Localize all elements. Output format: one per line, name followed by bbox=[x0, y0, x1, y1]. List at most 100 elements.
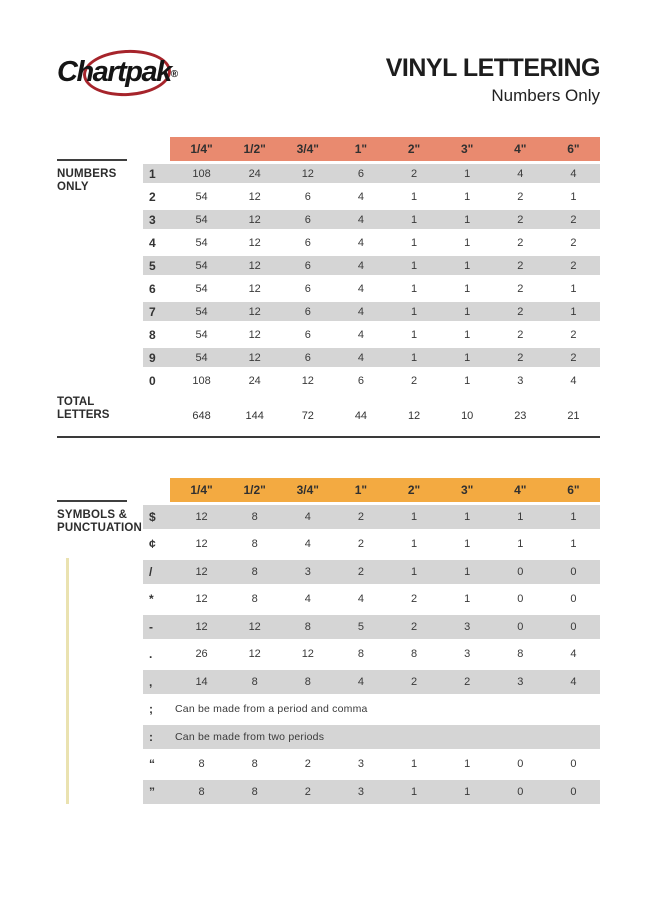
total-value-cell: 72 bbox=[301, 410, 314, 422]
value-cell: 8 bbox=[251, 758, 258, 771]
table-row: - 12 12 8 5 2 3 0 0 bbox=[143, 613, 600, 641]
value-cell: 1 bbox=[464, 758, 471, 771]
value-cell: 1 bbox=[464, 213, 471, 226]
page-title: VINYL LETTERING bbox=[385, 54, 601, 82]
row-values: 14 8 8 4 2 2 3 4 bbox=[175, 668, 600, 696]
symbols-size-header: 1/4" 1/2" 3/4" 1" 2" 3" 4" 6" bbox=[143, 478, 600, 502]
row-symbol: 1 bbox=[149, 166, 156, 181]
value-cell: 12 bbox=[248, 190, 261, 203]
table-row: * 12 8 4 4 2 1 0 0 bbox=[143, 586, 600, 614]
total-letters-values: 648 144 72 44 12 10 23 21 bbox=[175, 406, 600, 426]
table-row: 2 54 12 6 4 1 1 2 1 bbox=[143, 185, 600, 208]
value-cell: 4 bbox=[357, 259, 364, 272]
value-cell: 2 bbox=[357, 565, 364, 578]
value-cell: 1 bbox=[464, 593, 471, 606]
value-cell: 12 bbox=[248, 282, 261, 295]
numbers-rows: 1 108 24 12 6 2 1 4 4 2 54 12 6 4 1 1 2 1 3 54 12 6 4 1 1 2 2 4 54 12… bbox=[143, 162, 600, 392]
table-row: 3 54 12 6 4 1 1 2 2 bbox=[143, 208, 600, 231]
value-cell: 8 bbox=[251, 510, 258, 523]
value-cell: 1 bbox=[570, 538, 577, 551]
table-row: 0 108 24 12 6 2 1 3 4 bbox=[143, 369, 600, 392]
table-row: 4 54 12 6 4 1 1 2 2 bbox=[143, 231, 600, 254]
row-values: 54 12 6 4 1 1 2 2 bbox=[175, 254, 600, 277]
size-column-header: 1" bbox=[354, 142, 368, 156]
symbols-header-band bbox=[170, 478, 600, 502]
value-cell: 1 bbox=[411, 785, 418, 798]
value-cell: 12 bbox=[301, 648, 314, 661]
row-stripe bbox=[143, 256, 600, 275]
value-cell: 2 bbox=[411, 675, 418, 688]
symbols-rows: $12 8 4 2 1 1 1 1 ¢ 12 8 4 2 1 1 1 1/12 8 3 2 1 1 0 0 * 12 8 4 4 2 1 0 0… bbox=[143, 503, 600, 806]
total-value-cell: 23 bbox=[514, 410, 527, 422]
value-cell: 4 bbox=[357, 213, 364, 226]
value-cell: 54 bbox=[195, 259, 208, 272]
size-column-header: 4" bbox=[514, 142, 527, 156]
value-cell: 1 bbox=[464, 351, 471, 364]
row-symbol: 5 bbox=[149, 258, 156, 273]
table-row: 7 54 12 6 4 1 1 2 1 bbox=[143, 300, 600, 323]
value-cell: 1 bbox=[517, 510, 524, 523]
value-cell: 54 bbox=[195, 305, 208, 318]
size-column-header: 6" bbox=[567, 142, 580, 156]
value-cell: 2 bbox=[304, 758, 311, 771]
value-cell: 12 bbox=[248, 236, 261, 249]
value-cell: 4 bbox=[570, 648, 577, 661]
value-cell: 3 bbox=[464, 648, 471, 661]
value-cell: 2 bbox=[517, 190, 524, 203]
row-values: 54 12 6 4 1 1 2 1 bbox=[175, 277, 600, 300]
value-cell: 8 bbox=[517, 648, 524, 661]
value-cell: 4 bbox=[357, 236, 364, 249]
chartpak-logo: Chartpak® bbox=[57, 47, 237, 99]
size-column-header: 3" bbox=[461, 483, 474, 497]
value-cell: 8 bbox=[304, 675, 311, 688]
total-value-cell: 10 bbox=[461, 410, 474, 422]
value-cell: 12 bbox=[195, 538, 208, 551]
value-cell: 1 bbox=[411, 190, 418, 203]
row-values: 8 8 2 3 1 1 0 0 bbox=[175, 751, 600, 779]
size-column-header: 1/2" bbox=[243, 142, 266, 156]
value-cell: 108 bbox=[192, 374, 211, 387]
value-cell: 12 bbox=[301, 167, 314, 180]
row-symbol: ; bbox=[149, 702, 153, 717]
value-cell: 12 bbox=[195, 620, 208, 633]
size-column-header: 4" bbox=[514, 483, 527, 497]
row-symbol: . bbox=[149, 647, 153, 662]
value-cell: 2 bbox=[517, 259, 524, 272]
row-values: 54 12 6 4 1 1 2 2 bbox=[175, 323, 600, 346]
numbers-size-labels: 1/4" 1/2" 3/4" 1" 2" 3" 4" 6" bbox=[175, 137, 600, 161]
value-cell: 1 bbox=[464, 565, 471, 578]
value-cell: 1 bbox=[517, 538, 524, 551]
row-note: Can be made from two periods bbox=[175, 730, 325, 743]
row-values: 12 8 4 2 1 1 1 1 bbox=[175, 531, 600, 559]
row-values: 8 8 2 3 1 1 0 0 bbox=[175, 778, 600, 806]
row-symbol: 9 bbox=[149, 350, 156, 365]
value-cell: 5 bbox=[357, 620, 364, 633]
row-symbol: 3 bbox=[149, 212, 156, 227]
value-cell: 12 bbox=[248, 351, 261, 364]
value-cell: 8 bbox=[304, 620, 311, 633]
numbers-label-line1: NUMBERS bbox=[57, 168, 117, 180]
value-cell: 12 bbox=[195, 510, 208, 523]
value-cell: 6 bbox=[304, 351, 311, 364]
value-cell: 54 bbox=[195, 236, 208, 249]
value-cell: 4 bbox=[304, 510, 311, 523]
row-stripe bbox=[143, 615, 600, 639]
value-cell: 2 bbox=[517, 305, 524, 318]
value-cell: 1 bbox=[570, 510, 577, 523]
value-cell: 8 bbox=[251, 538, 258, 551]
value-cell: 1 bbox=[464, 167, 471, 180]
symbols-section-rule bbox=[57, 500, 127, 502]
value-cell: 4 bbox=[570, 374, 577, 387]
row-values: 54 12 6 4 1 1 2 2 bbox=[175, 231, 600, 254]
value-cell: 4 bbox=[357, 675, 364, 688]
table-row: ¢ 12 8 4 2 1 1 1 1 bbox=[143, 531, 600, 559]
value-cell: 1 bbox=[411, 282, 418, 295]
row-values: 54 12 6 4 1 1 2 1 bbox=[175, 185, 600, 208]
row-symbol: “ bbox=[149, 757, 155, 772]
value-cell: 1 bbox=[464, 785, 471, 798]
row-stripe bbox=[143, 505, 600, 529]
value-cell: 3 bbox=[357, 785, 364, 798]
numbers-label-line2: ONLY bbox=[57, 181, 89, 193]
value-cell: 8 bbox=[251, 593, 258, 606]
value-cell: 8 bbox=[357, 648, 364, 661]
